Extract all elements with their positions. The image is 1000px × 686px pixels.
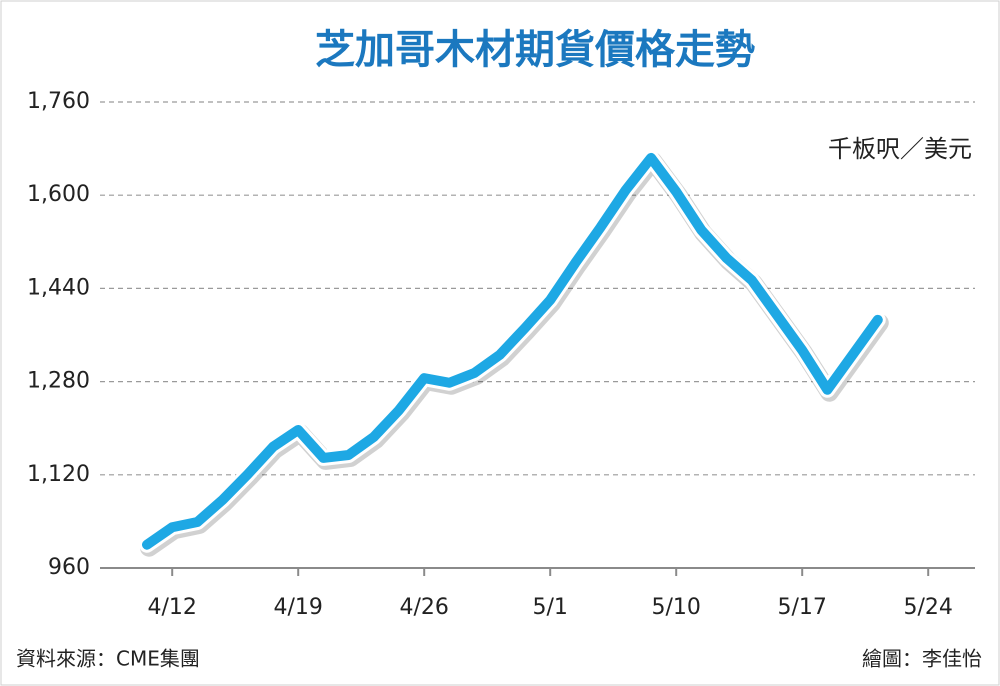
y-tick-label: 1,440: [27, 275, 90, 300]
x-tick-label: 4/26: [399, 595, 448, 620]
x-tick-label: 4/12: [147, 595, 196, 620]
y-tick-label: 960: [48, 555, 90, 580]
y-tick-label: 1,120: [27, 462, 90, 487]
x-tick-label: 5/24: [903, 595, 952, 620]
source: 資料來源：CME集團: [16, 647, 200, 671]
credit: 繪圖：李佳怡: [862, 647, 982, 671]
chart-title: 芝加哥木材期貨價格走勢: [315, 27, 755, 73]
unit-label: 千板呎／美元: [828, 135, 972, 163]
x-tick-label: 4/19: [273, 595, 322, 620]
x-tick-label: 5/17: [777, 595, 826, 620]
y-tick-label: 1,600: [27, 182, 90, 207]
x-tick-label: 5/1: [532, 595, 567, 620]
y-tick-label: 1,280: [27, 369, 90, 394]
x-tick-label: 5/10: [651, 595, 700, 620]
y-tick-label: 1,760: [27, 89, 90, 114]
line: [142, 152, 883, 550]
